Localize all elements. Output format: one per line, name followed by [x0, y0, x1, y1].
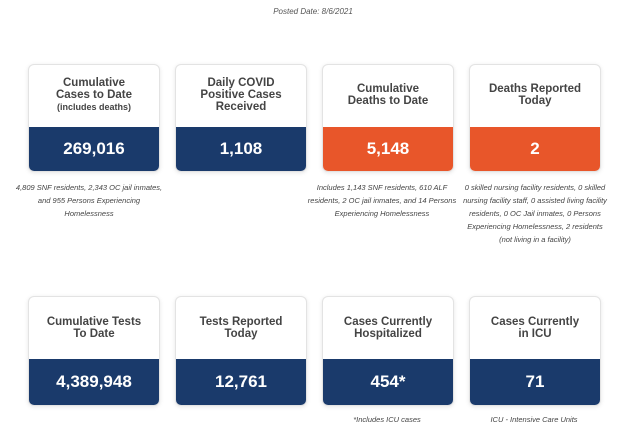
card-deaths-reported-today: Deaths Reported Today 2 — [469, 64, 601, 172]
card-cumulative-deaths: Cumulative Deaths to Date 5,148 — [322, 64, 454, 172]
card-note: ICU - Intensive Care Units — [490, 415, 578, 424]
card-subtitle: (includes deaths) — [56, 102, 131, 112]
card-title-box: Cumulative Deaths to Date — [323, 65, 453, 125]
card-value: 269,016 — [29, 127, 159, 171]
card-title: Deaths Reported Today — [488, 83, 582, 107]
card-value: 4,389,948 — [29, 359, 159, 405]
card-title-box: Cases Currently Hospitalized — [323, 297, 453, 359]
card-cases-hospitalized: Cases Currently Hospitalized 454* — [322, 296, 454, 406]
card-title: Tests Reported Today — [199, 316, 283, 340]
card-title-box: Deaths Reported Today — [470, 65, 600, 125]
card-title: Daily COVID Positive Cases Received — [200, 77, 282, 113]
card-cases-in-icu: Cases Currently in ICU 71 — [469, 296, 601, 406]
card-title: Cumulative Cases to Date — [55, 77, 133, 101]
card-title-box: Cases Currently in ICU — [470, 297, 600, 359]
card-note: 4,809 SNF residents, 2,343 OC jail inmat… — [15, 183, 163, 218]
card-title-box: Daily COVID Positive Cases Received — [176, 65, 306, 125]
card-tests-reported-today: Tests Reported Today 12,761 — [175, 296, 307, 406]
card-daily-positive-cases: Daily COVID Positive Cases Received 1,10… — [175, 64, 307, 172]
card-note: Includes 1,143 SNF residents, 610 ALF re… — [307, 183, 457, 218]
card-value: 2 — [470, 127, 600, 171]
card-value: 12,761 — [176, 359, 306, 405]
card-value: 454* — [323, 359, 453, 405]
posted-date: Posted Date: 8/6/2021 — [273, 7, 353, 16]
card-value: 5,148 — [323, 127, 453, 171]
card-title: Cases Currently Hospitalized — [343, 316, 433, 340]
card-title: Cumulative Deaths to Date — [347, 83, 429, 107]
card-cumulative-cases: Cumulative Cases to Date (includes death… — [28, 64, 160, 172]
card-value: 1,108 — [176, 127, 306, 171]
card-note: 0 skilled nursing facility residents, 0 … — [463, 183, 607, 244]
card-cumulative-tests: Cumulative Tests To Date 4,389,948 — [28, 296, 160, 406]
card-value: 71 — [470, 359, 600, 405]
card-title-box: Cumulative Tests To Date — [29, 297, 159, 359]
card-title-box: Tests Reported Today — [176, 297, 306, 359]
card-title-box: Cumulative Cases to Date (includes death… — [29, 65, 159, 125]
card-title: Cases Currently in ICU — [490, 316, 580, 340]
card-note: *Includes ICU cases — [353, 415, 421, 424]
card-title: Cumulative Tests To Date — [46, 316, 142, 340]
